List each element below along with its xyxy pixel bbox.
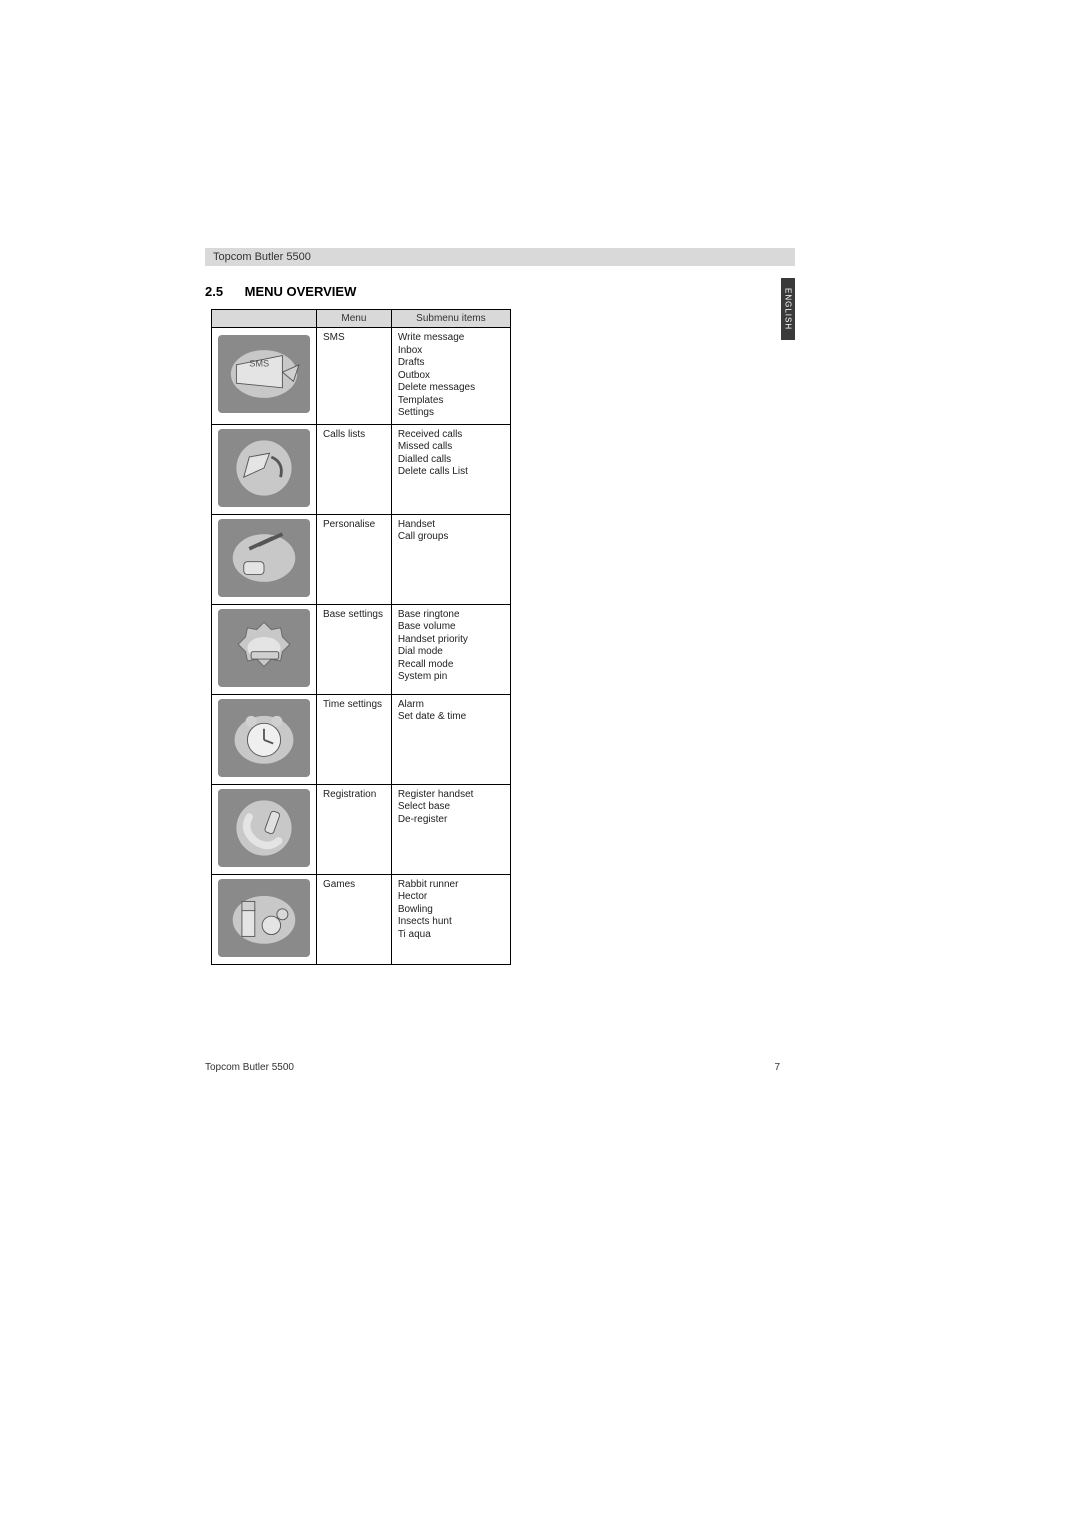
svg-text:SMS: SMS	[249, 359, 269, 369]
footer-page-number: 7	[774, 1062, 780, 1073]
page-header-bar: Topcom Butler 5500	[205, 248, 795, 266]
submenu-cell: Base ringtoneBase volumeHandset priority…	[391, 604, 510, 694]
section-number: 2.5	[205, 284, 241, 299]
icon-cell	[212, 874, 317, 964]
footer-text: Topcom Butler 5500	[205, 1062, 294, 1073]
icon-cell	[212, 784, 317, 874]
table-row: RegistrationRegister handsetSelect baseD…	[212, 784, 511, 874]
language-tab: ENGLISH	[781, 278, 795, 340]
menu-name-cell: Base settings	[316, 604, 391, 694]
header-title: Topcom Butler 5500	[213, 251, 311, 263]
table-row: GamesRabbit runnerHectorBowlingInsects h…	[212, 874, 511, 964]
submenu-cell: Rabbit runnerHectorBowlingInsects huntTi…	[391, 874, 510, 964]
calls-icon	[218, 429, 310, 507]
icon-cell	[212, 424, 317, 514]
submenu-cell: HandsetCall groups	[391, 514, 510, 604]
registration-icon	[218, 789, 310, 867]
table-row: Base settingsBase ringtoneBase volumeHan…	[212, 604, 511, 694]
table-row: Calls listsReceived callsMissed callsDia…	[212, 424, 511, 514]
col-submenu-header: Submenu items	[391, 310, 510, 328]
table-row: Time settingsAlarmSet date & time	[212, 694, 511, 784]
base-settings-icon	[218, 609, 310, 687]
menu-name-cell: Calls lists	[316, 424, 391, 514]
section-heading: 2.5 MENU OVERVIEW	[205, 284, 795, 299]
menu-name-cell: Personalise	[316, 514, 391, 604]
sms-icon: SMS	[218, 335, 310, 413]
submenu-cell: AlarmSet date & time	[391, 694, 510, 784]
submenu-cell: Register handsetSelect baseDe-register	[391, 784, 510, 874]
table-row: SMSSMSWrite messageInboxDraftsOutboxDele…	[212, 328, 511, 425]
games-icon	[218, 879, 310, 957]
icon-cell	[212, 604, 317, 694]
personalise-icon	[218, 519, 310, 597]
menu-name-cell: Time settings	[316, 694, 391, 784]
col-icon-header	[212, 310, 317, 328]
section-title-text: MENU OVERVIEW	[245, 284, 357, 299]
menu-name-cell: SMS	[316, 328, 391, 425]
icon-cell: SMS	[212, 328, 317, 425]
menu-overview-table: Menu Submenu items SMSSMSWrite messageIn…	[211, 309, 511, 965]
col-menu-header: Menu	[316, 310, 391, 328]
submenu-cell: Write messageInboxDraftsOutboxDelete mes…	[391, 328, 510, 425]
icon-cell	[212, 514, 317, 604]
menu-name-cell: Games	[316, 874, 391, 964]
language-tab-label: ENGLISH	[784, 288, 793, 330]
document-page: Topcom Butler 5500 ENGLISH 2.5 MENU OVER…	[205, 248, 795, 965]
submenu-cell: Received callsMissed callsDialled callsD…	[391, 424, 510, 514]
page-footer: Topcom Butler 5500 7	[205, 1062, 780, 1073]
menu-name-cell: Registration	[316, 784, 391, 874]
table-row: PersonaliseHandsetCall groups	[212, 514, 511, 604]
time-settings-icon	[218, 699, 310, 777]
table-header-row: Menu Submenu items	[212, 310, 511, 328]
table-body: SMSSMSWrite messageInboxDraftsOutboxDele…	[212, 328, 511, 965]
icon-cell	[212, 694, 317, 784]
